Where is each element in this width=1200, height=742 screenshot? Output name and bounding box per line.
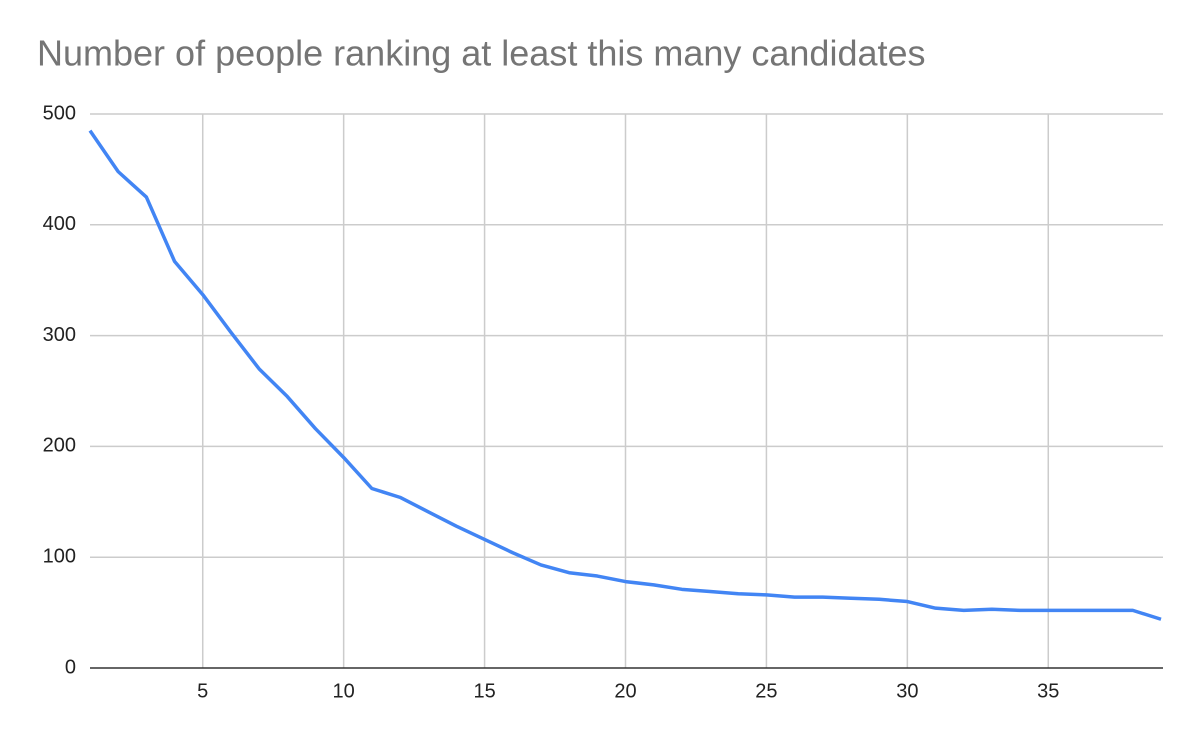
y-tick-label: 500 — [43, 102, 76, 124]
data-line — [88, 129, 1162, 621]
y-tick-label: 400 — [43, 213, 76, 235]
x-tick-label: 5 — [197, 680, 208, 702]
y-tick-label: 0 — [65, 656, 76, 678]
x-tick-label: 10 — [333, 680, 355, 702]
x-tick-label: 20 — [614, 680, 636, 702]
y-tick-label: 100 — [43, 545, 76, 567]
y-tick-label: 300 — [43, 324, 76, 346]
x-tick-label: 25 — [755, 680, 777, 702]
y-tick-label: 200 — [43, 435, 76, 457]
chart-title: Number of people ranking at least this m… — [37, 33, 926, 74]
x-tick-label: 35 — [1037, 680, 1059, 702]
x-tick-label: 30 — [896, 680, 918, 702]
x-tick-label: 15 — [473, 680, 495, 702]
